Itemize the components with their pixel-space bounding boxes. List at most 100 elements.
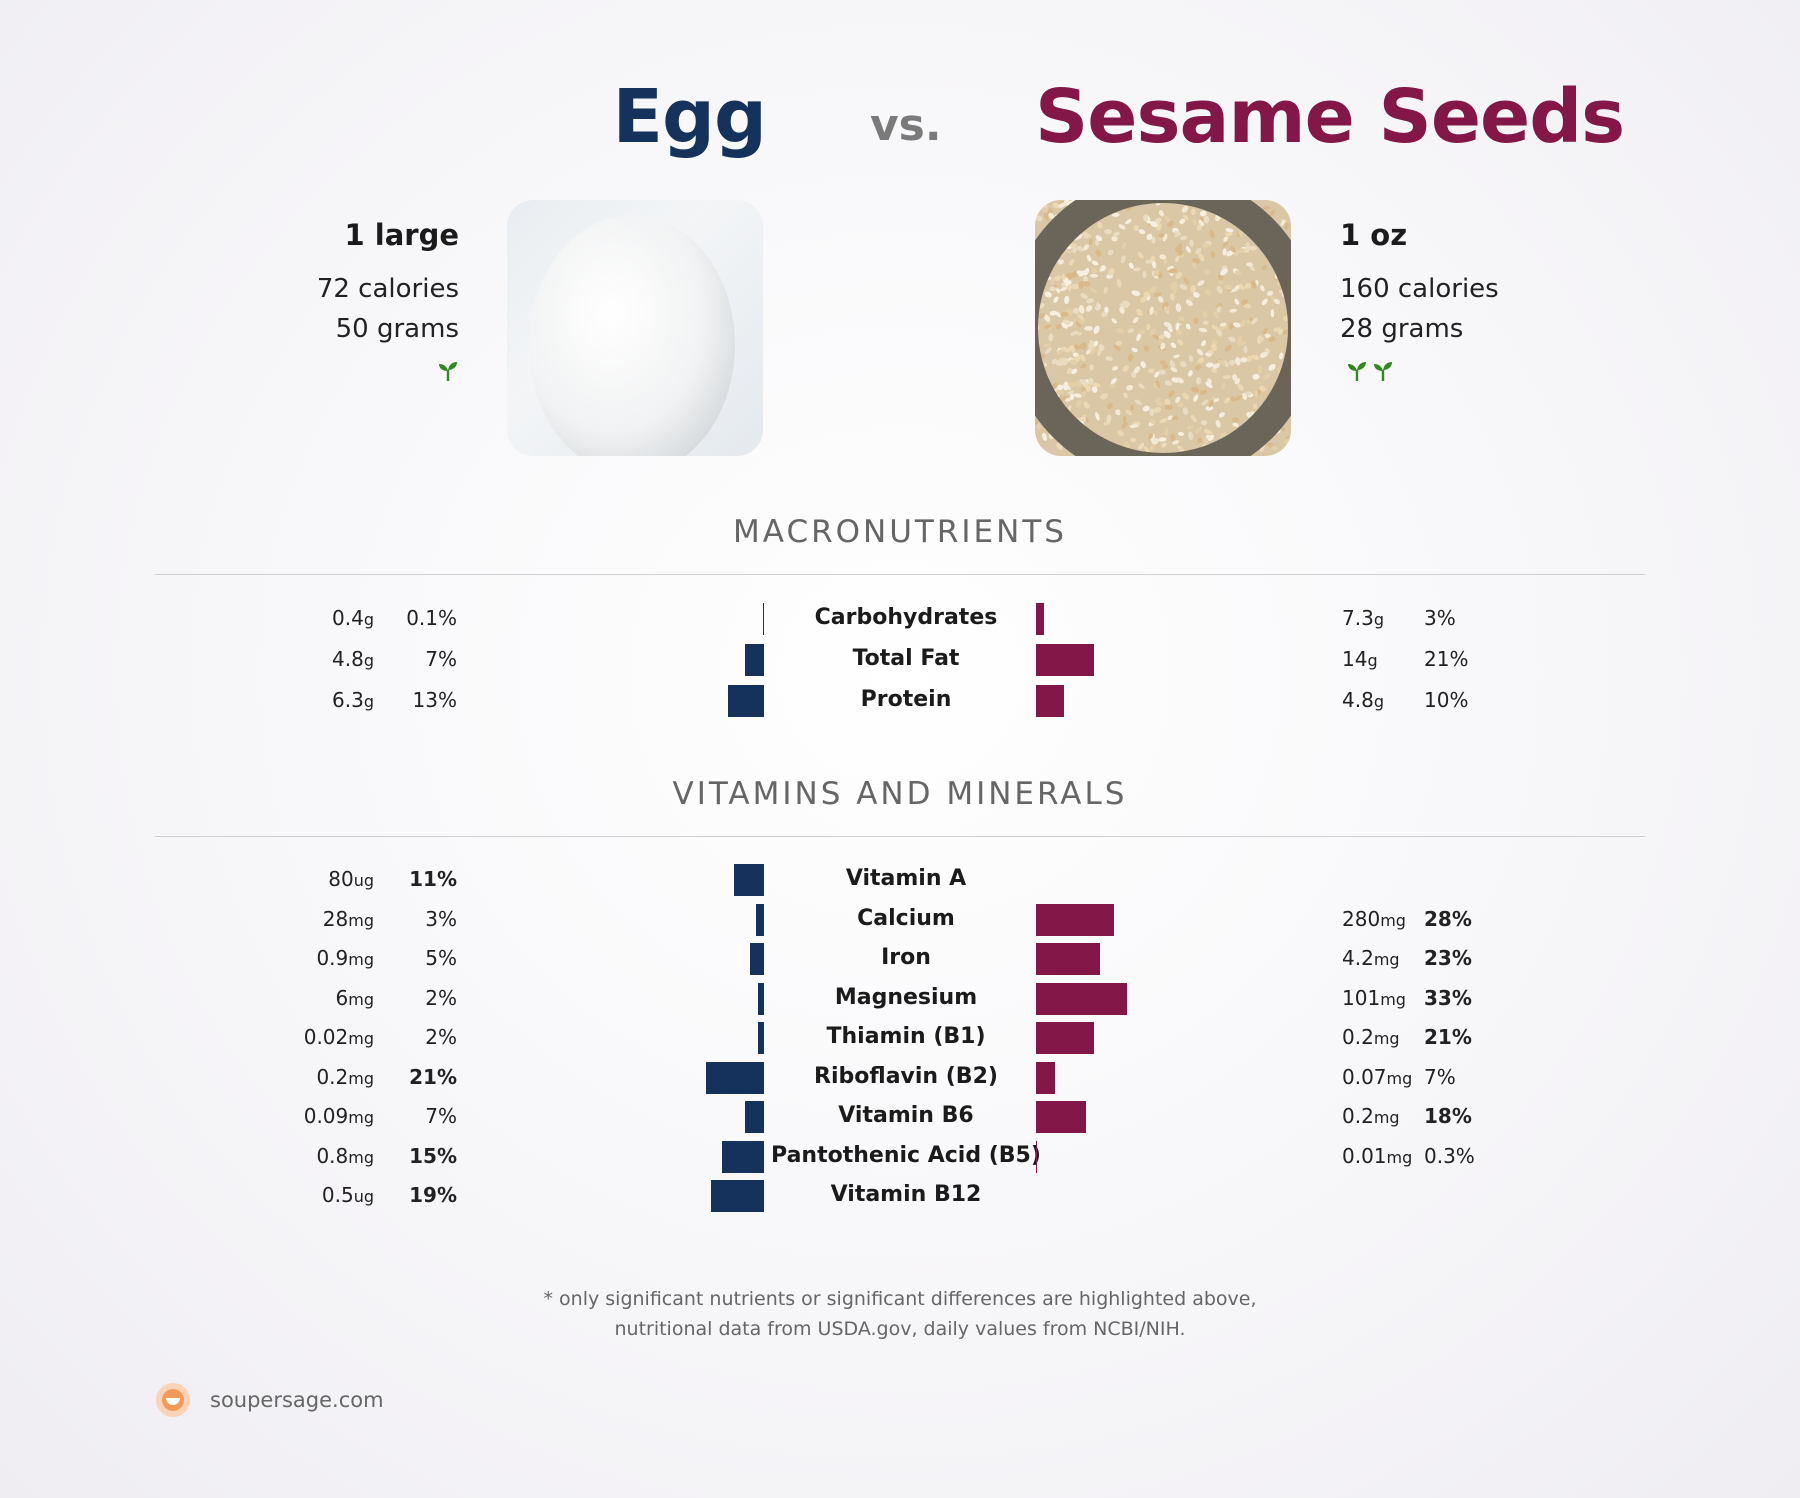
brand-logo-icon <box>155 1382 191 1418</box>
left-percent-calcium: 3% <box>425 906 457 931</box>
left-bar-total-fat <box>744 644 764 676</box>
right-bar-vitamin-b6 <box>1036 1101 1086 1133</box>
right-bar-pantothenic-acid-b5 <box>1036 1140 1037 1173</box>
right-amount-calcium: 280mg <box>1342 906 1406 931</box>
egg-photo <box>507 200 763 456</box>
left-bar-calcium <box>755 903 764 936</box>
left-percent-vitamin-a: 11% <box>409 867 457 891</box>
vitamins-heading: VITAMINS AND MINERALS <box>672 776 1128 812</box>
left-amount-thiamin-b1: 0.02mg <box>303 1025 374 1049</box>
right-food-title: Sesame Seeds <box>1035 74 1625 160</box>
right-percent-total-fat: 21% <box>1424 647 1469 671</box>
sesame-seeds-icon <box>1035 200 1291 456</box>
right-bar-iron <box>1036 943 1100 975</box>
left-bar-thiamin-b1 <box>758 1022 764 1054</box>
sprout-icon <box>1372 360 1394 388</box>
left-bar-pantothenic-acid-b5 <box>722 1140 764 1173</box>
right-amount-protein: 4.8g <box>1342 688 1384 712</box>
left-serving: 1 large <box>344 218 459 252</box>
right-percent-thiamin-b1: 21% <box>1424 1025 1472 1049</box>
right-percent-iron: 23% <box>1424 946 1472 970</box>
left-percent-iron: 5% <box>425 946 457 970</box>
left-amount-calcium: 28mg <box>322 906 374 931</box>
left-bar-riboflavin-b2 <box>705 1061 764 1094</box>
right-percent-riboflavin-b2: 7% <box>1424 1064 1456 1089</box>
left-percent-carbohydrates: 0.1% <box>406 606 457 630</box>
right-percent-protein: 10% <box>1424 688 1469 712</box>
right-grams: 28 grams <box>1340 314 1464 344</box>
right-bar-thiamin-b1 <box>1036 1022 1095 1054</box>
right-percent-vitamin-b6: 18% <box>1424 1104 1472 1128</box>
right-percent-carbohydrates: 3% <box>1424 606 1456 630</box>
left-food-title: Egg <box>612 74 767 160</box>
nutrient-label-pantothenic-acid-b5: Pantothenic Acid (B5) <box>771 1142 1041 1168</box>
left-percent-total-fat: 7% <box>425 647 457 671</box>
right-bar-carbohydrates <box>1036 603 1045 635</box>
left-bar-vitamin-b6 <box>744 1101 764 1133</box>
left-bar-protein <box>727 685 764 717</box>
left-bar-magnesium <box>758 982 764 1015</box>
left-amount-riboflavin-b2: 0.2mg <box>316 1064 374 1089</box>
left-grams: 50 grams <box>335 314 459 344</box>
vs-label: vs. <box>870 100 942 151</box>
footnote-line-2: nutritional data from USDA.gov, daily va… <box>614 1318 1186 1340</box>
right-amount-total-fat: 14g <box>1342 647 1378 671</box>
vitamins-divider <box>155 836 1645 837</box>
right-amount-thiamin-b1: 0.2mg <box>1342 1025 1400 1049</box>
right-percent-calcium: 28% <box>1424 906 1472 931</box>
left-sprout-icons <box>437 360 459 388</box>
macronutrients-heading: MACRONUTRIENTS <box>733 514 1067 550</box>
right-amount-magnesium: 101mg <box>1342 985 1406 1010</box>
left-percent-pantothenic-acid-b5: 15% <box>409 1143 457 1168</box>
left-bar-carbohydrates <box>763 603 764 635</box>
right-calories: 160 calories <box>1340 274 1499 304</box>
right-amount-pantothenic-acid-b5: 0.01mg <box>1342 1143 1413 1168</box>
left-amount-magnesium: 6mg <box>335 985 374 1010</box>
left-amount-vitamin-b6: 0.09mg <box>303 1104 374 1128</box>
right-amount-carbohydrates: 7.3g <box>1342 606 1384 630</box>
sesame-seeds-photo <box>1035 200 1291 456</box>
left-percent-vitamin-b12: 19% <box>409 1183 457 1207</box>
nutrient-label-vitamin-b12: Vitamin B12 <box>830 1182 982 1207</box>
brand-site-link[interactable]: soupersage.com <box>210 1388 384 1412</box>
right-amount-riboflavin-b2: 0.07mg <box>1342 1064 1413 1089</box>
left-percent-magnesium: 2% <box>425 985 457 1010</box>
nutrient-label-carbohydrates: Carbohydrates <box>814 605 998 630</box>
left-calories: 72 calories <box>316 274 459 304</box>
nutrient-label-vitamin-a: Vitamin A <box>845 866 967 891</box>
nutrient-label-riboflavin-b2: Riboflavin (B2) <box>814 1063 998 1089</box>
right-percent-pantothenic-acid-b5: 0.3% <box>1424 1143 1475 1168</box>
right-bar-riboflavin-b2 <box>1036 1061 1056 1094</box>
right-sprout-icons <box>1346 360 1394 388</box>
nutrient-label-calcium: Calcium <box>857 905 955 931</box>
left-amount-protein: 6.3g <box>332 688 374 712</box>
left-percent-vitamin-b6: 7% <box>425 1104 457 1128</box>
right-bar-calcium <box>1036 903 1114 936</box>
left-amount-iron: 0.9mg <box>316 946 374 970</box>
sprout-icon <box>437 360 459 388</box>
left-percent-thiamin-b1: 2% <box>425 1025 457 1049</box>
right-percent-magnesium: 33% <box>1424 985 1472 1010</box>
nutrient-label-magnesium: Magnesium <box>834 984 978 1010</box>
nutrient-label-vitamin-b6: Vitamin B6 <box>838 1103 974 1128</box>
left-amount-vitamin-b12: 0.5ug <box>321 1183 374 1207</box>
left-amount-pantothenic-acid-b5: 0.8mg <box>316 1143 374 1168</box>
left-amount-vitamin-a: 80ug <box>328 867 374 891</box>
left-percent-protein: 13% <box>412 688 457 712</box>
left-amount-total-fat: 4.8g <box>332 647 374 671</box>
right-bar-protein <box>1036 685 1064 717</box>
right-amount-iron: 4.2mg <box>1342 946 1400 970</box>
nutrient-label-total-fat: Total Fat <box>852 646 960 671</box>
right-serving: 1 oz <box>1340 218 1408 252</box>
left-bar-iron <box>750 943 764 975</box>
right-bar-magnesium <box>1036 982 1128 1015</box>
right-amount-vitamin-b6: 0.2mg <box>1342 1104 1400 1128</box>
right-bar-total-fat <box>1036 644 1095 676</box>
egg-icon <box>529 215 735 456</box>
left-amount-carbohydrates: 0.4g <box>332 606 374 630</box>
footnote-line-1: * only significant nutrients or signific… <box>543 1288 1257 1310</box>
left-percent-riboflavin-b2: 21% <box>409 1064 457 1089</box>
left-bar-vitamin-b12 <box>711 1180 764 1212</box>
nutrient-label-iron: Iron <box>881 945 931 970</box>
left-bar-vitamin-a <box>733 864 764 896</box>
